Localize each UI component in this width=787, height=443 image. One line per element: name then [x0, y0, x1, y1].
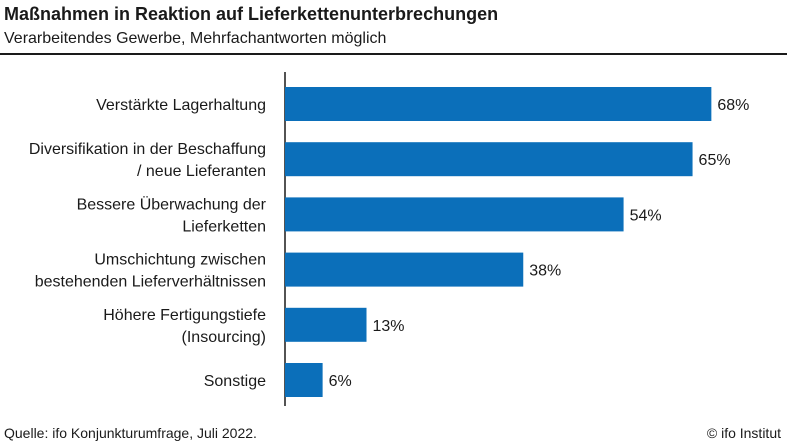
data-label: 38% [529, 263, 561, 280]
category-label: Umschichtung zwischen bestehenden Lieferv… [35, 252, 266, 291]
data-label: 6% [329, 373, 352, 390]
category-label: Bessere Überwachung der Lieferketten [77, 195, 267, 235]
category-label-line: Lieferketten [182, 218, 266, 235]
data-label: 65% [699, 152, 731, 169]
category-label-line: Höhere Fertigungstiefe [103, 307, 266, 324]
bar [285, 197, 624, 232]
category-label: Sonstige [204, 373, 266, 390]
bar [285, 142, 693, 177]
bar [285, 307, 367, 342]
copyright-credit: © ifo Institut [706, 425, 781, 441]
bar-chart: 68% Verstärkte Lagerhaltung 65% Diversifika… [29, 72, 749, 406]
bar [285, 87, 712, 121]
bar [285, 363, 323, 397]
category-label-line: Umschichtung zwischen [94, 252, 266, 269]
bar [285, 252, 524, 287]
category-label-line: Verstärkte Lagerhaltung [96, 97, 266, 114]
chart-subtitle: Verarbeitendes Gewerbe, Mehrfachantworte… [4, 30, 387, 47]
category-label-line: (Insourcing) [182, 329, 266, 346]
category-label: Verstärkte Lagerhaltung [96, 97, 266, 114]
category-label-line: bestehenden Lieferverhältnissen [35, 274, 266, 291]
data-label: 13% [373, 318, 405, 335]
data-label: 54% [630, 207, 662, 224]
data-label: 68% [717, 97, 749, 114]
chart-title: Maßnahmen in Reaktion auf Lieferkettenun… [4, 4, 499, 24]
category-label-line: Diversifikation in der Beschaffung [29, 141, 266, 158]
category-label-line: / neue Lieferanten [137, 163, 266, 180]
category-label-line: Sonstige [204, 373, 266, 390]
title-divider [0, 53, 787, 55]
category-label-line: Bessere Überwachung der [77, 195, 267, 213]
category-label: Diversifikation in der Beschaffung / neue… [29, 141, 266, 180]
category-label: Höhere Fertigungstiefe (Insourcing) [103, 307, 266, 346]
source-note: Quelle: ifo Konjunkturumfrage, Juli 2022… [4, 425, 257, 441]
